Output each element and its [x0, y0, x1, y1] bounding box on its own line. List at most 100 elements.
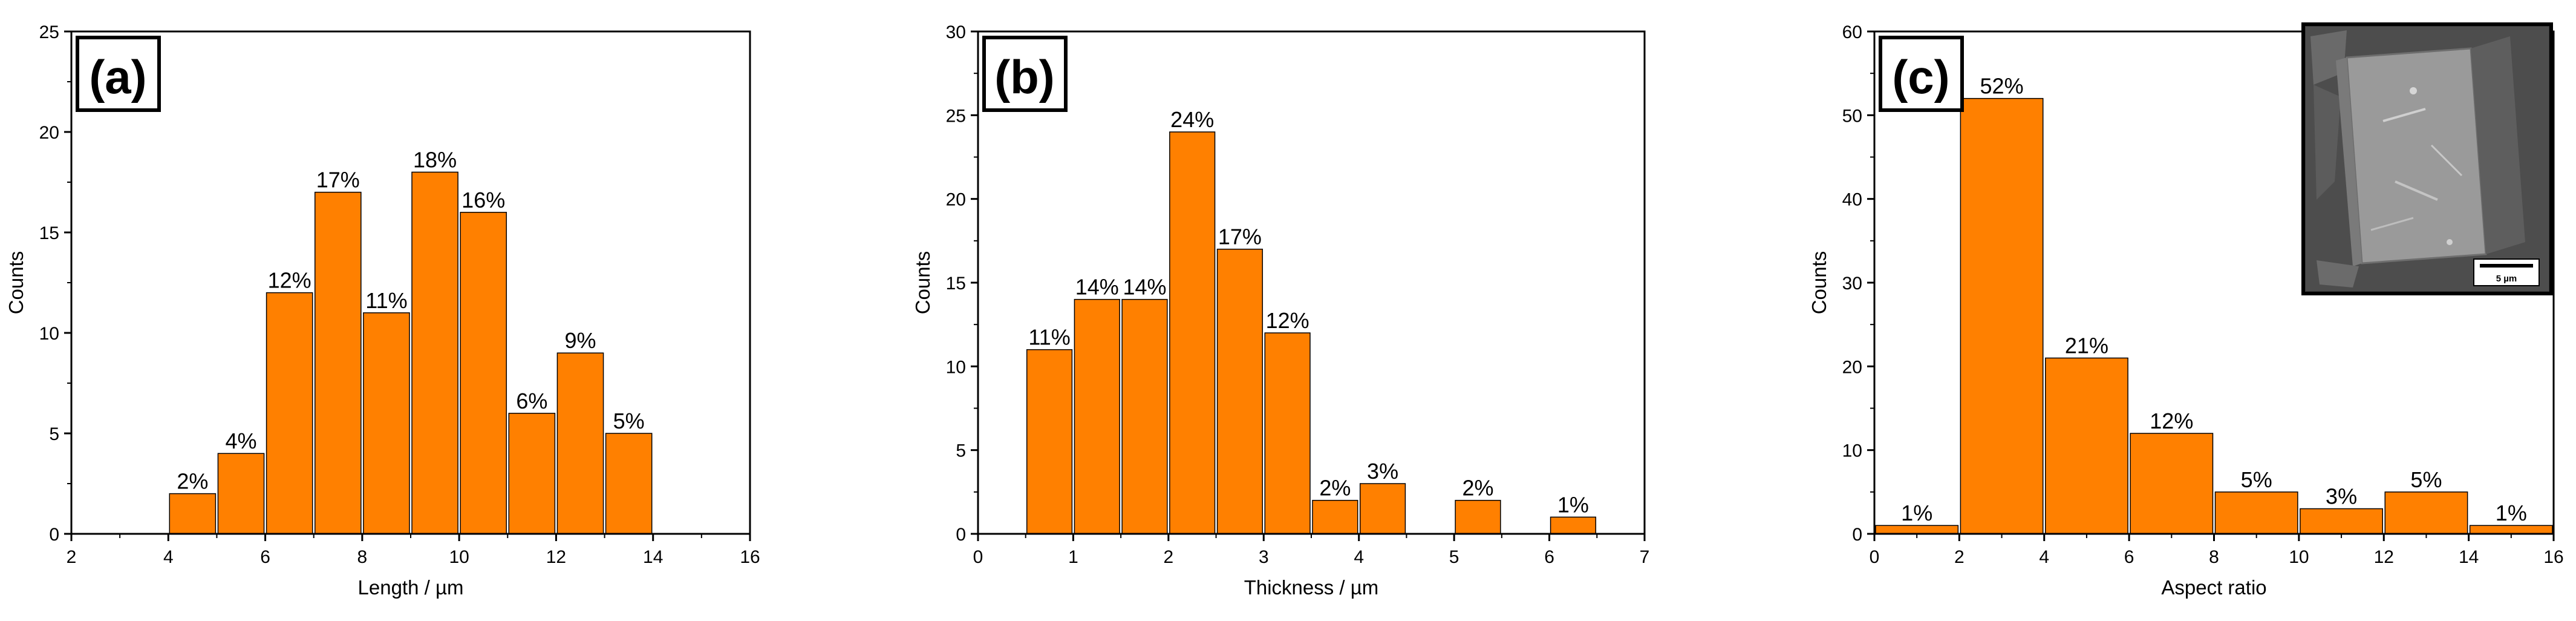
x-tick-label: 2	[1164, 547, 1174, 567]
y-tick-label: 15	[39, 223, 59, 243]
bars-group	[1875, 97, 2553, 534]
y-tick-label: 10	[1842, 441, 1862, 461]
y-axis-ticks: 0 5 10 15 20 25 30	[946, 22, 978, 545]
x-tick-label: 4	[1354, 547, 1364, 567]
x-tick-label: 0	[973, 547, 983, 567]
bar	[1875, 525, 1959, 534]
y-axis-label: Counts	[1808, 251, 1830, 315]
bar	[1960, 97, 2044, 534]
bar	[1216, 248, 1264, 534]
data-label: 12%	[2150, 409, 2193, 433]
y-tick-label: 30	[946, 22, 966, 42]
x-tick-label: 4	[163, 547, 174, 567]
data-label: 5%	[2241, 467, 2272, 492]
data-label: 4%	[225, 429, 256, 453]
bar	[556, 352, 604, 534]
histogram-aspect-ratio: 1% 52% 21% 12% 5% 3% 5% 1% 0 2 4 6 8 10 12 14 16 0 10 20 3…	[1808, 22, 2564, 599]
y-tick-label: 25	[946, 106, 966, 126]
bar	[1169, 131, 1216, 534]
x-tick-label: 0	[1870, 547, 1880, 567]
y-tick-label: 5	[49, 424, 59, 444]
data-label: 6%	[516, 389, 547, 413]
x-axis-label: Thickness / µm	[1244, 576, 1379, 599]
data-label: 24%	[1170, 107, 1214, 132]
scale-bar-label: 5 µm	[2496, 274, 2517, 284]
x-axis-label: Length / µm	[358, 576, 464, 599]
data-label: 11%	[365, 288, 407, 313]
y-tick-label: 60	[1842, 22, 1862, 42]
data-label: 52%	[1980, 74, 2024, 99]
y-tick-label: 0	[956, 525, 966, 545]
y-tick-label: 20	[1842, 357, 1862, 377]
data-label: 21%	[2065, 334, 2108, 358]
panel-label: (a)	[89, 50, 146, 104]
bars-group	[1026, 131, 1597, 534]
data-label: 1%	[1901, 501, 1932, 525]
y-axis-ticks: 0 10 20 30 40 50 60	[1842, 22, 1874, 545]
panel-label: (c)	[1892, 50, 1949, 104]
panel-label-box: (c)	[1879, 36, 1964, 112]
bar	[1121, 298, 1168, 534]
bar	[1312, 499, 1358, 534]
x-tick-label: 1	[1068, 547, 1078, 567]
bar	[508, 413, 556, 534]
scale-bar	[2480, 264, 2533, 268]
data-label: 2%	[177, 469, 208, 494]
bar	[2300, 508, 2383, 534]
y-tick-label: 30	[1842, 274, 1862, 294]
bar	[460, 212, 507, 534]
x-axis-ticks: 0 2 4 6 8 10 12 14 16	[1870, 534, 2564, 567]
data-labels-group: 1% 52% 21% 12% 5% 3% 5% 1%	[1901, 74, 2527, 526]
y-tick-label: 20	[39, 123, 59, 143]
data-label: 16%	[461, 188, 505, 212]
data-label: 18%	[413, 147, 457, 172]
x-tick-label: 10	[449, 547, 469, 567]
y-tick-label: 10	[39, 324, 59, 344]
y-tick-label: 0	[49, 525, 59, 545]
data-label: 5%	[613, 409, 645, 433]
y-axis-label: Counts	[5, 251, 27, 315]
panel-label: (b)	[994, 50, 1055, 104]
bar	[1026, 349, 1073, 534]
x-tick-label: 2	[1954, 547, 1965, 567]
bar	[1074, 298, 1120, 534]
x-tick-label: 12	[546, 547, 566, 567]
x-tick-label: 6	[2124, 547, 2134, 567]
data-label: 9%	[564, 328, 596, 353]
data-labels-group: 11%14% 14%24%17%12%2%3%2%1%	[1028, 107, 1589, 517]
x-tick-label: 5	[1449, 547, 1459, 567]
data-label: 5%	[2410, 467, 2442, 492]
x-tick-label: 12	[2374, 547, 2394, 567]
data-labels-group: 2% 4% 12% 17% 11% 18%16% 6% 9% 5%	[177, 147, 644, 493]
x-tick-label: 14	[643, 547, 663, 567]
x-tick-label: 8	[357, 547, 368, 567]
x-tick-label: 14	[2459, 547, 2479, 567]
sem-inset-image: 5 µm	[2301, 22, 2553, 295]
bar	[217, 453, 265, 534]
bar	[411, 171, 458, 534]
data-label: 17%	[316, 168, 360, 192]
data-label: 2%	[1319, 476, 1351, 501]
bar	[1455, 499, 1501, 534]
x-tick-label: 16	[740, 547, 760, 567]
data-label: 14%	[1123, 275, 1166, 300]
y-tick-label: 15	[946, 274, 966, 294]
bar	[2214, 491, 2298, 534]
bar	[2469, 525, 2553, 534]
bar	[2384, 491, 2468, 534]
x-tick-label: 3	[1259, 547, 1269, 567]
y-tick-label: 50	[1842, 106, 1862, 126]
bars-group	[169, 171, 653, 534]
data-label: 11%	[1028, 325, 1070, 350]
bar	[2045, 357, 2128, 534]
bar	[1264, 332, 1311, 534]
data-label: 17%	[1218, 225, 1262, 249]
x-tick-label: 7	[1640, 547, 1650, 567]
panel-label-box: (b)	[982, 36, 1068, 112]
x-tick-label: 16	[2543, 547, 2563, 567]
y-axis-label: Counts	[911, 251, 934, 315]
scale-bar-box	[2473, 258, 2540, 286]
bar	[314, 191, 362, 534]
